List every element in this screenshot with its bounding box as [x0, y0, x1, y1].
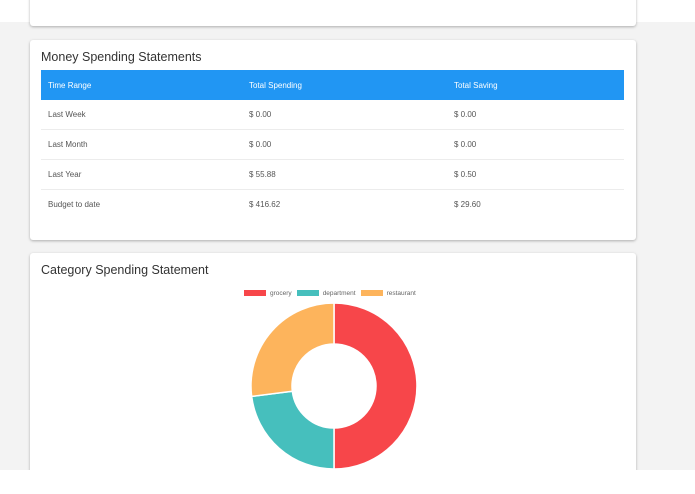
bottom-band — [0, 470, 695, 494]
cell-saving: $ 0.00 — [447, 100, 624, 130]
donut-slice-restaurant[interactable] — [250, 302, 335, 398]
chart-legend: grocery department restaurant — [244, 288, 421, 298]
cell-range: Budget to date — [48, 200, 101, 209]
legend-label: grocery — [270, 289, 292, 297]
legend-label: department — [322, 289, 356, 297]
category-donut-chart[interactable] — [249, 301, 419, 470]
column-header-time-range: Time Range — [48, 80, 92, 90]
donut-slice-grocery[interactable] — [333, 302, 418, 470]
legend-swatch-restaurant — [360, 290, 383, 296]
table-header-row: Time Range Total Spending Total Saving — [41, 70, 624, 100]
cell-spending: $ 55.88 — [242, 159, 447, 190]
legend-item-grocery[interactable]: grocery — [244, 290, 292, 297]
column-header-total-spending: Total Spending — [249, 80, 302, 90]
cell-range: Last Month — [41, 129, 242, 160]
legend-swatch-grocery — [244, 290, 266, 296]
column-header-total-saving: Total Saving — [454, 80, 498, 90]
table-row: Last Year $ 55.88 $ 0.50 — [41, 159, 624, 190]
category-spending-card: Category Spending Statement grocery depa… — [30, 253, 636, 470]
category-card-title: Category Spending Statement — [41, 263, 209, 277]
legend-item-restaurant[interactable]: restaurant — [360, 289, 416, 297]
table-row: Last Month $ 0.00 $ 0.00 — [41, 129, 624, 160]
cell-range: Last Week — [41, 100, 242, 130]
cell-saving: $ 29.60 — [454, 200, 481, 209]
legend-swatch-department — [296, 290, 319, 296]
money-spending-card: Money Spending Statements Time Range Tot… — [30, 40, 636, 240]
cell-spending: $ 0.00 — [242, 100, 447, 130]
table-row: Budget to date $ 416.62 $ 29.60 — [41, 190, 624, 220]
cell-spending: $ 0.00 — [242, 129, 447, 160]
legend-label: restaurant — [386, 289, 416, 297]
cell-spending: $ 416.62 — [249, 200, 281, 209]
cell-range: Last Year — [41, 159, 242, 190]
previous-card — [30, 0, 636, 26]
money-card-title: Money Spending Statements — [41, 50, 202, 64]
cell-saving: $ 0.00 — [447, 129, 624, 160]
donut-slice-department[interactable] — [250, 390, 335, 470]
legend-item-department[interactable]: department — [296, 289, 356, 297]
money-spending-table: Time Range Total Spending Total Saving L… — [41, 70, 624, 219]
table-row: Last Week $ 0.00 $ 0.00 — [41, 100, 624, 130]
page-viewport: Money Spending Statements Time Range Tot… — [0, 0, 695, 470]
cell-saving: $ 0.50 — [447, 159, 624, 190]
